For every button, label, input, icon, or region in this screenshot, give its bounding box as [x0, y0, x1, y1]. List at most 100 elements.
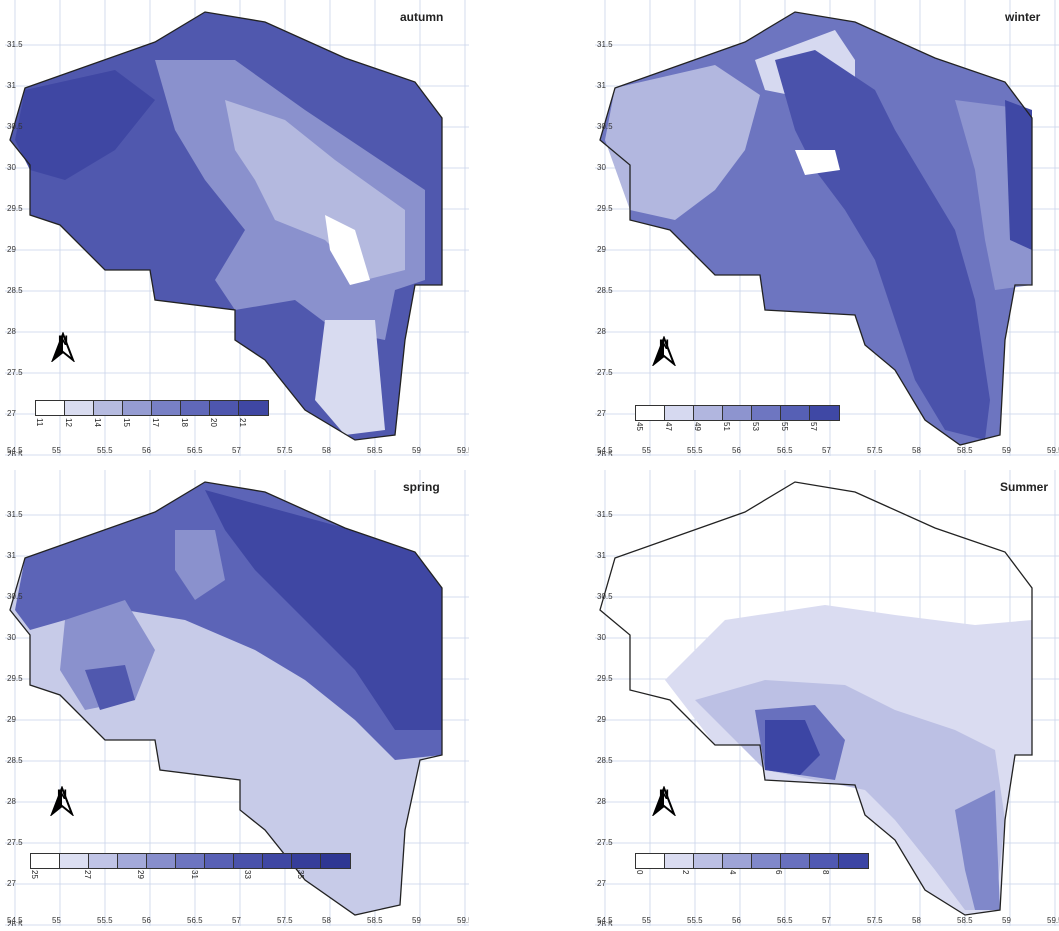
legend-tick-label: 33	[242, 870, 252, 879]
contour-fill	[10, 482, 442, 915]
legend-swatch	[205, 854, 234, 868]
lat-tick-label: 30	[597, 163, 606, 172]
lat-tick-label: 31	[7, 551, 16, 560]
map-canvas-spring	[5, 470, 469, 926]
lon-tick-label: 57	[232, 446, 241, 455]
region-boundary	[599, 11, 1033, 446]
lon-tick-label: 55.5	[687, 916, 703, 925]
lat-tick-label: 31	[597, 81, 606, 90]
legend-swatch	[781, 406, 810, 420]
lon-tick-label: 58.5	[367, 446, 383, 455]
legend-swatch	[176, 854, 205, 868]
legend-swatch	[665, 854, 694, 868]
lon-tick-label: 58	[322, 446, 331, 455]
lon-tick-label: 55	[642, 446, 651, 455]
lat-tick-label: 31.5	[7, 510, 23, 519]
legend-bar	[30, 853, 351, 869]
legend-swatch	[752, 406, 781, 420]
lon-tick-label: 55.5	[97, 446, 113, 455]
lat-tick-label: 28.5	[7, 286, 23, 295]
north-arrow-icon	[50, 786, 74, 816]
lat-tick-label: 28	[597, 327, 606, 336]
lat-tick-label: 30	[7, 633, 16, 642]
lat-tick-label: 29.5	[597, 204, 613, 213]
legend-tick-label: 31	[189, 870, 199, 879]
lon-tick-label: 57	[232, 916, 241, 925]
legend-tick-label: 35	[295, 870, 305, 879]
lat-tick-label: 28.5	[597, 286, 613, 295]
lat-tick-label: 28.5	[597, 756, 613, 765]
legend-tick-label: 2	[681, 870, 691, 875]
legend-swatch	[65, 401, 94, 415]
legend-swatch	[723, 406, 752, 420]
legend-swatch	[60, 854, 89, 868]
lat-tick-label: 27	[7, 879, 16, 888]
map-panel-summer: Summer N 0 2 4 6 8 31.5 31 30.5 30 29.5 29 28.5 28 2…	[595, 470, 1059, 926]
legend-swatch	[210, 401, 239, 415]
legend-tick-label: 21	[238, 418, 247, 427]
lon-tick-label: 58.5	[957, 916, 973, 925]
lon-tick-label: 58.5	[957, 446, 973, 455]
lat-tick-label: 30.5	[597, 592, 613, 601]
legend-swatch	[89, 854, 118, 868]
legend-tick-label: 4	[727, 870, 737, 875]
legend-bar	[635, 853, 869, 869]
legend-tick-label: 49	[693, 422, 702, 431]
map-panel-spring: spring N 25 27 29 31 33 35 31.5 31 30.5 30 29.5 29…	[5, 470, 469, 926]
legend-swatch	[234, 854, 263, 868]
lat-tick-label: 27	[7, 409, 16, 418]
legend-swatch	[665, 406, 694, 420]
lon-tick-label: 55	[52, 446, 61, 455]
legend-swatch	[636, 854, 665, 868]
legend-swatch	[839, 854, 868, 868]
legend-swatch	[36, 401, 65, 415]
legend-tick-label: 27	[83, 870, 93, 879]
lat-tick-label: 30.5	[7, 592, 23, 601]
lat-tick-label: 30	[597, 633, 606, 642]
lon-tick-label: 55.5	[97, 916, 113, 925]
lat-tick-label: 27.5	[597, 368, 613, 377]
lat-tick-label: 27	[597, 879, 606, 888]
legend-swatch	[810, 406, 839, 420]
legend-swatch	[292, 854, 321, 868]
lat-tick-label: 29.5	[7, 674, 23, 683]
lat-tick-label: 29	[7, 715, 16, 724]
legend-tick-label: 57	[809, 422, 818, 431]
north-arrow-icon	[652, 786, 676, 816]
lon-tick-label: 58.5	[367, 916, 383, 925]
legend-swatch	[123, 401, 152, 415]
lat-tick-label: 28.5	[7, 756, 23, 765]
contour-fill	[665, 605, 1032, 915]
lat-tick-label: 27.5	[597, 838, 613, 847]
legend-tick-label: 17	[151, 418, 160, 427]
legend-tick-label: 25	[30, 870, 39, 879]
legend-tick-label: 51	[722, 422, 731, 431]
map-panel-winter: winter N 45 47 49 51 53 55 57 31.5 31 30.5 30 29.5…	[595, 0, 1059, 456]
legend-swatch	[31, 854, 60, 868]
map-canvas-winter	[595, 0, 1059, 456]
legend-bar	[635, 405, 840, 421]
legend-swatch	[94, 401, 123, 415]
lat-tick-label: 31.5	[597, 510, 613, 519]
legend-tick-label: 47	[664, 422, 673, 431]
lon-tick-label: 54.5	[597, 446, 613, 455]
legend-swatch	[239, 401, 268, 415]
lon-tick-label: 58	[912, 916, 921, 925]
lon-tick-label: 58	[912, 446, 921, 455]
lat-tick-label: 30.5	[7, 122, 23, 131]
lon-tick-label: 59.5	[457, 446, 469, 455]
season-title: winter	[1005, 10, 1041, 24]
legend-bar	[35, 400, 269, 416]
lat-tick-label: 26.5	[7, 450, 23, 456]
lon-tick-label: 56	[732, 916, 741, 925]
legend-tick-label: 11	[35, 418, 44, 427]
lon-tick-label: 54.5	[597, 916, 613, 925]
north-arrow-icon	[51, 332, 75, 362]
lon-tick-label: 56	[732, 446, 741, 455]
legend-swatch	[147, 854, 176, 868]
season-title: autumn	[400, 10, 444, 24]
lon-tick-label: 56.5	[187, 916, 203, 925]
lon-tick-label: 56.5	[187, 446, 203, 455]
lat-tick-label: 29.5	[597, 674, 613, 683]
lat-tick-label: 30	[7, 163, 16, 172]
